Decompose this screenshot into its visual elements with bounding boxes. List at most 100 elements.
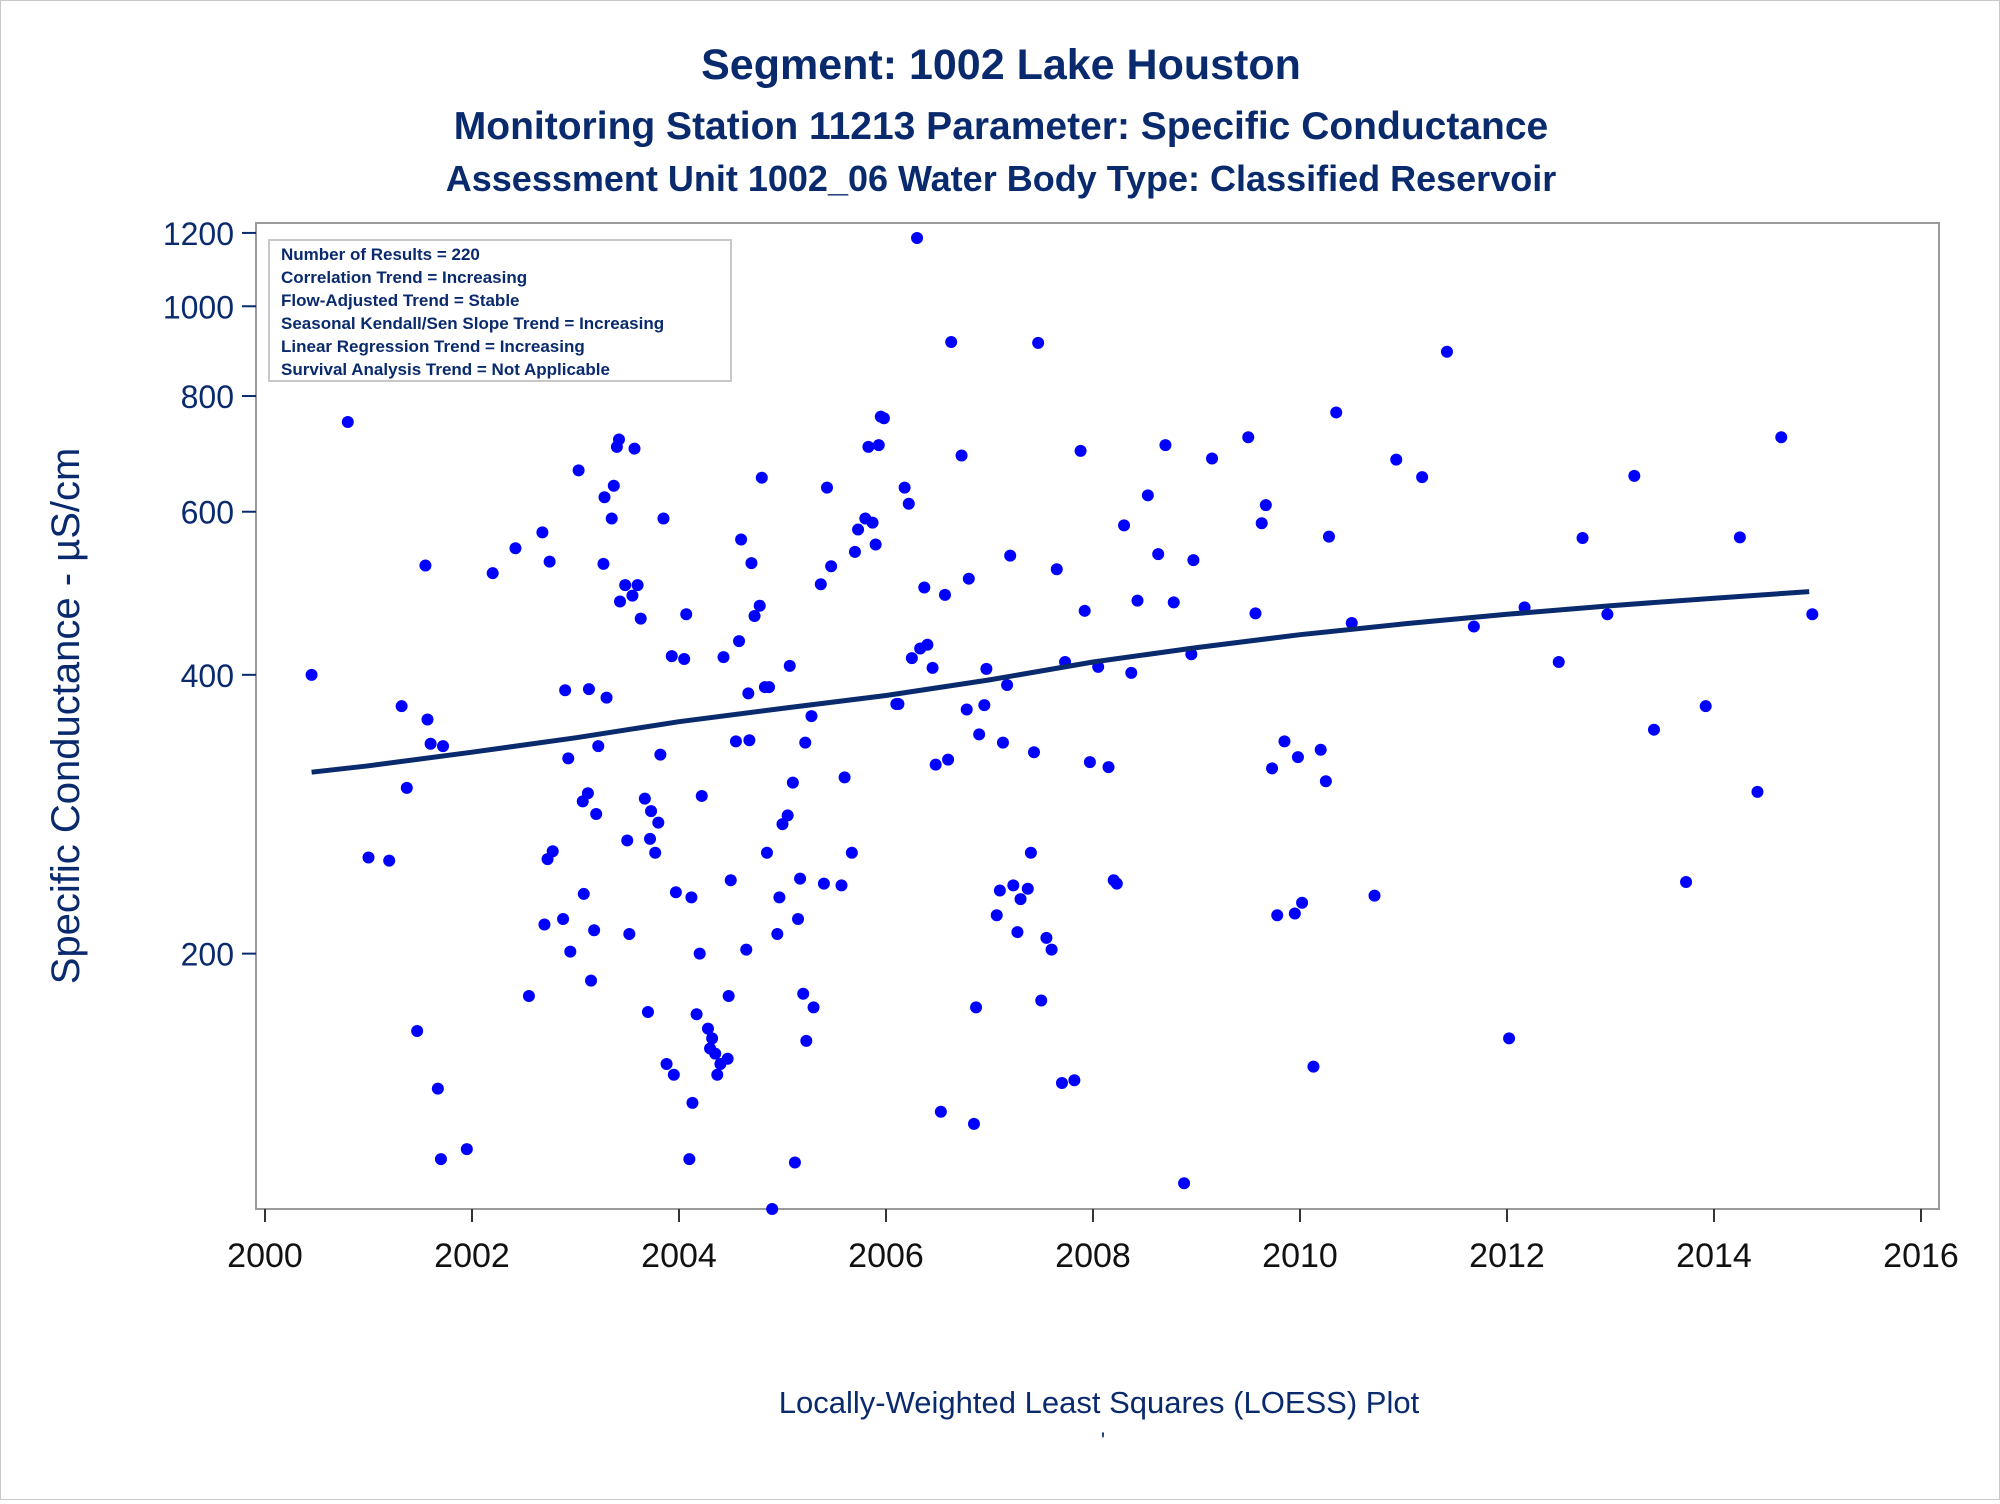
data-point <box>645 805 658 818</box>
data-point <box>1266 762 1279 775</box>
data-point <box>721 1052 734 1065</box>
data-point <box>1319 775 1332 788</box>
data-point <box>755 471 768 484</box>
data-point <box>400 781 413 794</box>
data-point <box>996 736 1009 749</box>
data-point <box>1004 549 1017 562</box>
y-tick-label-200: 200 <box>181 937 234 973</box>
data-point <box>1159 439 1172 452</box>
data-point <box>1125 666 1138 679</box>
data-point <box>1806 608 1819 621</box>
data-point <box>634 612 647 625</box>
data-point <box>657 512 670 525</box>
data-point <box>929 758 942 771</box>
data-point <box>1601 608 1614 621</box>
data-point <box>546 845 559 858</box>
data-point <box>577 887 590 900</box>
stats-legend-box <box>268 239 732 382</box>
data-point <box>1011 926 1024 939</box>
data-point <box>1032 336 1045 349</box>
data-point <box>1078 604 1091 617</box>
data-point <box>424 737 437 750</box>
data-point <box>1775 431 1788 444</box>
y-axis: 200 400 600 800 1000 1200 <box>163 216 256 973</box>
data-point <box>781 809 794 822</box>
chart-subtitle-station: Monitoring Station 11213 Parameter: Spec… <box>454 105 1548 148</box>
data-point <box>805 710 818 723</box>
data-point <box>898 481 911 494</box>
data-point <box>1733 531 1746 544</box>
data-point <box>814 578 827 591</box>
data-point <box>740 943 753 956</box>
data-point <box>1628 469 1641 482</box>
data-point <box>706 1032 719 1045</box>
data-point <box>838 771 851 784</box>
data-point <box>660 1058 673 1071</box>
y-tick-label-400: 400 <box>181 658 234 694</box>
data-point <box>1345 617 1358 630</box>
data-point <box>1296 896 1309 909</box>
data-point <box>848 545 861 558</box>
data-point <box>1187 554 1200 567</box>
data-point <box>926 661 939 674</box>
data-point <box>597 557 610 570</box>
data-point <box>902 497 915 510</box>
data-point <box>978 699 991 712</box>
data-point <box>1001 679 1014 692</box>
data-point <box>729 735 742 748</box>
data-point <box>460 1143 473 1156</box>
data-point <box>1118 519 1131 532</box>
data-point <box>667 1068 680 1081</box>
data-point <box>970 1001 983 1014</box>
data-point <box>701 1022 714 1035</box>
data-point <box>341 415 354 428</box>
data-point <box>821 481 834 494</box>
data-point <box>641 1005 654 1018</box>
data-point <box>421 713 434 726</box>
data-point <box>735 533 748 546</box>
data-point <box>1206 452 1219 465</box>
data-point <box>1751 785 1764 798</box>
data-point <box>1368 889 1381 902</box>
data-point <box>800 1034 813 1047</box>
data-point <box>628 442 641 455</box>
x-tick-label-2010: 2010 <box>1262 1237 1338 1275</box>
data-point <box>1028 746 1041 759</box>
data-point <box>748 609 761 622</box>
data-point <box>665 650 678 663</box>
data-point <box>557 912 570 925</box>
y-axis-label: Specific Conductance - µS/cm <box>44 448 88 985</box>
caption-mark: ' <box>1101 1428 1105 1453</box>
data-point <box>693 947 706 960</box>
data-point <box>733 635 746 648</box>
data-point <box>1040 931 1053 944</box>
data-point <box>1068 1074 1081 1087</box>
legend-line-survival-analysis: Survival Analysis Trend = Not Applicable <box>281 360 610 379</box>
data-point <box>695 789 708 802</box>
data-point <box>763 681 776 694</box>
data-point <box>536 526 549 539</box>
data-point <box>1014 893 1027 906</box>
data-point <box>411 1025 424 1038</box>
data-point <box>973 728 986 741</box>
data-point <box>1291 751 1304 764</box>
data-point <box>866 516 879 529</box>
data-point <box>960 703 973 716</box>
data-point <box>1110 877 1123 890</box>
data-point <box>794 872 807 885</box>
data-point <box>669 886 682 899</box>
data-point <box>786 776 799 789</box>
data-point <box>434 1153 447 1166</box>
y-tick-label-1000: 1000 <box>163 289 234 325</box>
legend-line-seasonal-kendall: Seasonal Kendall/Sen Slope Trend = Incre… <box>281 314 664 333</box>
data-point <box>1131 594 1144 607</box>
data-point <box>962 572 975 585</box>
data-point <box>1699 700 1712 713</box>
data-point <box>745 557 758 570</box>
data-point <box>678 653 691 666</box>
data-point <box>559 684 572 697</box>
x-tick-label-2014: 2014 <box>1676 1237 1752 1275</box>
data-point <box>614 595 627 608</box>
